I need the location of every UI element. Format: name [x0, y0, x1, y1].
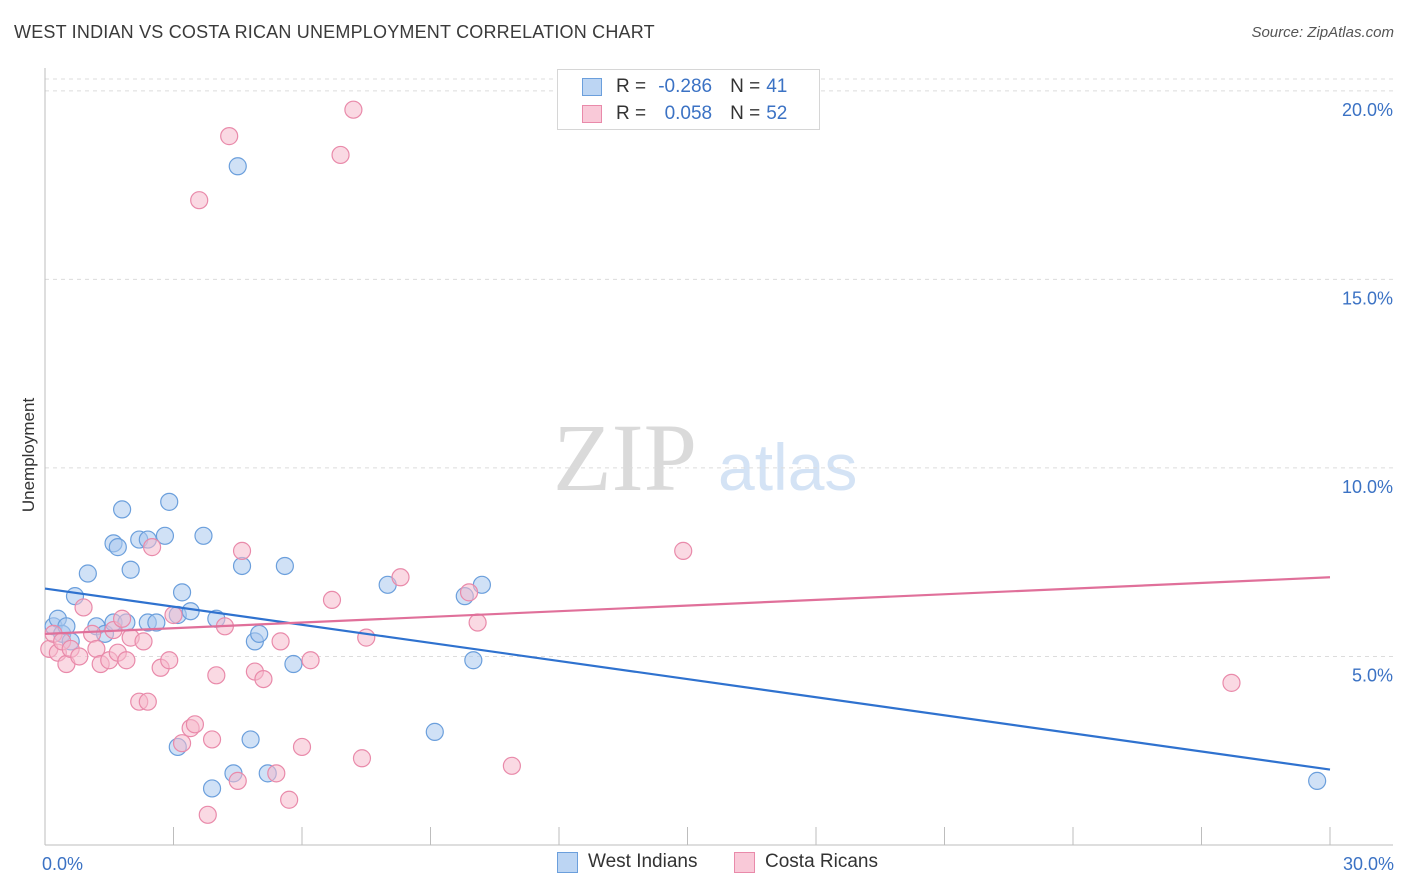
costa-ricans-point — [207, 666, 226, 685]
west-indians-point — [464, 651, 483, 670]
costa-ricans-point — [138, 692, 157, 711]
costa-ricans-point — [117, 651, 136, 670]
costa-ricans-point — [322, 590, 342, 610]
costa-ricans-point — [228, 771, 247, 790]
legend-row-costa-ricans: R = 0.058 N = 52 — [582, 102, 787, 126]
legend-swatch-blue — [582, 78, 602, 96]
west-indians-point — [250, 624, 269, 643]
costa-ricans-point — [468, 613, 487, 632]
costa-ricans-point — [172, 734, 192, 753]
costa-ricans-point — [232, 541, 252, 560]
legend-r-value: -0.286 — [658, 76, 713, 97]
costa-ricans-point — [202, 730, 222, 749]
west-indians-point — [194, 526, 213, 545]
west-indians-point — [160, 492, 179, 511]
west-indians-point — [425, 722, 444, 741]
costa-ricans-point — [391, 568, 410, 587]
west-indians-point — [78, 564, 97, 583]
west-indians-point — [108, 538, 127, 557]
bottom-legend-label: West Indians — [588, 851, 698, 872]
legend-row-west-indians: R = -0.286 N = 41 — [582, 75, 787, 99]
costa-ricans-point — [142, 538, 162, 557]
legend-r-value: 0.058 — [664, 103, 713, 124]
costa-ricans-point — [344, 100, 363, 119]
source-label: Source: ZipAtlas.com — [1251, 24, 1394, 41]
west-indians-point — [172, 583, 192, 602]
west-indians-point — [275, 556, 294, 576]
west-indians-point — [155, 526, 175, 545]
watermark: ZIP atlas — [553, 404, 857, 508]
west-indians-trend-line — [44, 587, 1331, 771]
y-tick-label: 5.0% — [1352, 665, 1393, 685]
costa-ricans-point — [459, 583, 479, 602]
watermark-zip: ZIP — [553, 404, 697, 508]
costa-ricans-point — [271, 632, 290, 651]
bottom-legend-swatch-blue — [557, 851, 578, 873]
watermark-atlas: atlas — [718, 430, 857, 504]
costa-ricans-trend-line — [44, 576, 1331, 635]
y-axis-label: Unemployment — [19, 398, 38, 513]
costa-ricans-point — [83, 624, 102, 643]
west-indians-point — [1308, 771, 1327, 790]
costa-ricans-point — [190, 191, 209, 210]
costa-ricans-point — [70, 647, 89, 666]
legend-n-label: N = — [730, 103, 761, 124]
costa-ricans-point — [164, 605, 183, 625]
y-tick-label: 10.0% — [1342, 477, 1393, 497]
bottom-legend-swatch-pink — [734, 851, 755, 873]
west-indians-point — [147, 613, 166, 632]
legend-n-value: 41 — [766, 76, 788, 97]
costa-ricans-point — [674, 541, 693, 560]
costa-ricans-point — [280, 790, 299, 809]
west-indians-point — [202, 779, 222, 798]
costa-ricans-point — [502, 756, 521, 775]
costa-ricans-point — [160, 651, 179, 670]
costa-ricans-point — [352, 749, 372, 768]
legend-r-label: R = — [616, 76, 647, 97]
costa-ricans-point — [220, 127, 239, 146]
bottom-legend-west-indians: West Indians — [557, 851, 697, 873]
costa-ricans-point — [301, 651, 320, 670]
costa-ricans-point — [198, 805, 217, 824]
costa-ricans-point — [185, 715, 205, 734]
x-tick-label: 30.0% — [1343, 854, 1394, 874]
west-indians-point — [121, 560, 140, 579]
west-indians-point — [112, 500, 132, 519]
x-tick-label: 0.0% — [42, 854, 83, 874]
trend-layer — [44, 576, 1331, 771]
y-tick-label: 15.0% — [1342, 288, 1393, 308]
west-indians-point — [241, 730, 260, 749]
costa-ricans-point — [357, 628, 376, 647]
legend-r-label: R = — [616, 103, 647, 124]
legend-n-value: 52 — [766, 103, 788, 124]
west-indians-point — [284, 654, 303, 674]
correlation-legend: R = -0.286 N = 41 R = 0.058 N = 52 — [557, 69, 820, 130]
legend-n-label: N = — [730, 76, 761, 97]
costa-ricans-point — [292, 737, 312, 757]
west-indians-point — [181, 602, 200, 621]
costa-ricans-point — [134, 632, 153, 651]
costa-ricans-point — [74, 598, 93, 617]
bottom-legend-label: Costa Ricans — [765, 851, 878, 872]
costa-ricans-point — [331, 145, 350, 165]
west-indians-point — [228, 157, 247, 176]
axis-layer: 5.0% 10.0% 15.0% 20.0% 0.0% 30.0% — [42, 68, 1394, 874]
points-layer — [40, 100, 1327, 824]
chart-title: WEST INDIAN VS COSTA RICAN UNEMPLOYMENT … — [14, 22, 655, 42]
costa-ricans-point — [112, 609, 132, 628]
costa-ricans-point — [1222, 673, 1241, 692]
costa-ricans-point — [267, 764, 286, 783]
costa-ricans-point — [254, 669, 273, 689]
bottom-legend-costa-ricans: Costa Ricans — [734, 851, 878, 873]
y-tick-label: 20.0% — [1342, 100, 1393, 120]
west-indians-point — [232, 556, 252, 576]
legend-swatch-pink — [582, 105, 602, 123]
